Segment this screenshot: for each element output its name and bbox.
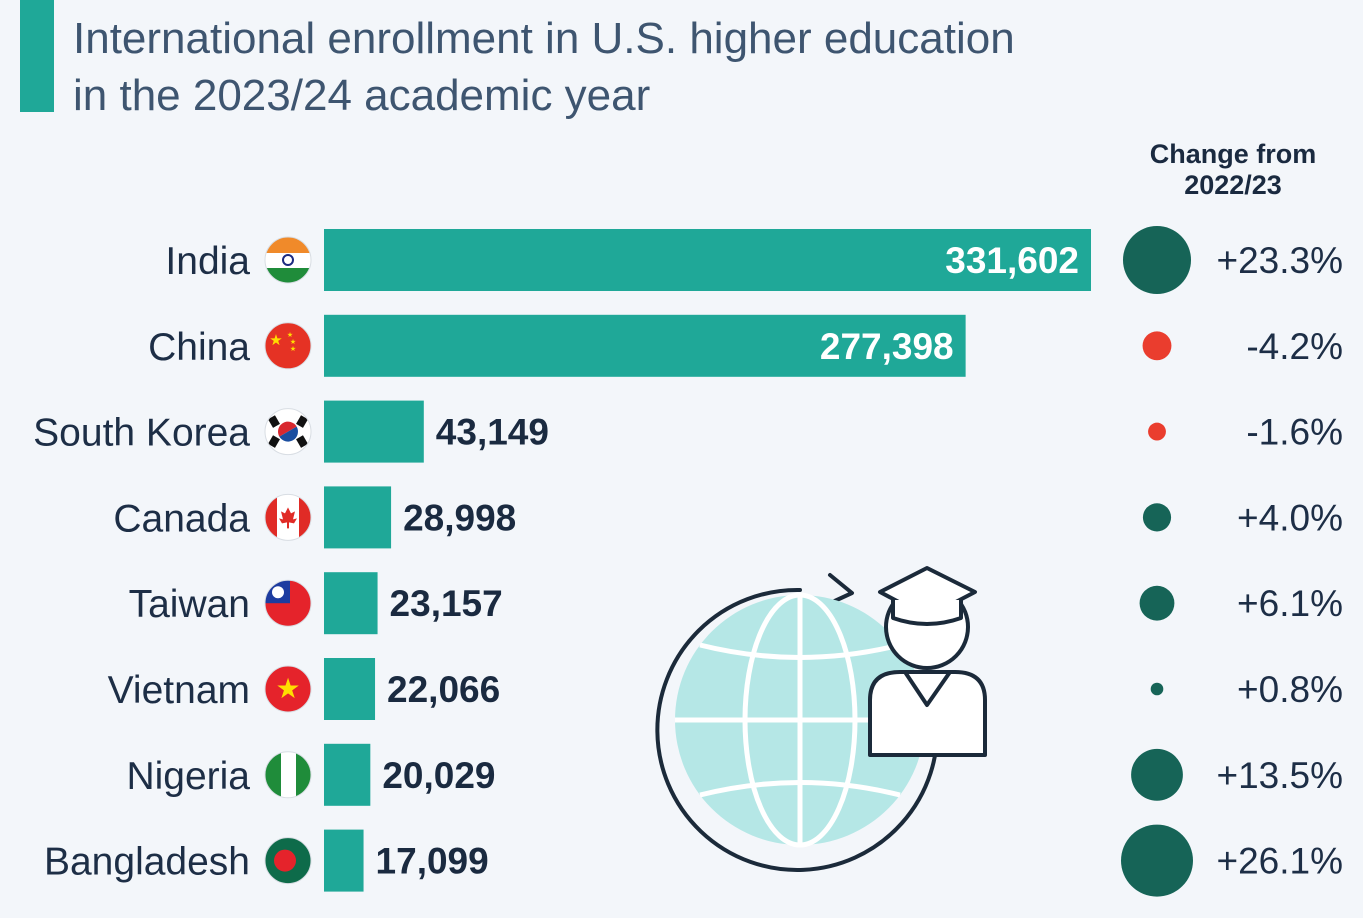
flag-bangladesh-icon <box>264 837 312 885</box>
value-label-china: 277,398 <box>820 326 954 367</box>
flag-india-icon <box>264 236 312 284</box>
change-bubble-canada <box>1142 503 1172 532</box>
row-china: China ★ ★★★ 277,398 -4.2% <box>148 314 1343 377</box>
value-label-canada: 28,998 <box>403 497 516 538</box>
title-accent-bar <box>20 0 54 112</box>
svg-text:★: ★ <box>290 338 296 346</box>
change-header-line-1: Change from <box>1149 139 1317 169</box>
bar-south-korea <box>324 400 424 463</box>
row-canada: Canada 28,998 +4.0% <box>113 486 1343 549</box>
bar-india <box>324 229 1091 291</box>
value-label-nigeria: 20,029 <box>382 755 495 796</box>
value-label-south-korea: 43,149 <box>436 412 549 453</box>
bar-bangladesh <box>324 829 364 892</box>
country-label-china: China <box>148 326 250 369</box>
change-bubble-vietnam <box>1150 682 1164 696</box>
row-taiwan: Taiwan 23,157 +6.1% <box>129 572 1343 635</box>
change-bubble-taiwan <box>1139 585 1175 621</box>
change-header-line-2: 2022/23 <box>1184 170 1282 200</box>
svg-text:★: ★ <box>287 331 293 339</box>
row-vietnam: Vietnam ★ 22,066 +0.8% <box>108 658 1343 720</box>
row-india: India 331,602 +23.3% <box>165 225 1343 295</box>
flag-nigeria-icon <box>264 751 312 799</box>
country-label-nigeria: Nigeria <box>126 755 250 798</box>
country-label-india: India <box>165 240 250 283</box>
change-bubble-china <box>1142 331 1172 361</box>
bar-nigeria <box>324 743 371 806</box>
change-label-taiwan: +6.1% <box>1237 583 1343 624</box>
change-label-vietnam: +0.8% <box>1237 669 1343 710</box>
svg-text:★: ★ <box>275 673 300 704</box>
country-label-vietnam: Vietnam <box>108 669 250 712</box>
value-label-bangladesh: 17,099 <box>376 841 489 882</box>
flag-taiwan-icon <box>264 579 312 627</box>
change-label-china: -4.2% <box>1246 326 1343 367</box>
change-bubble-bangladesh <box>1121 824 1193 897</box>
change-label-canada: +4.0% <box>1237 497 1343 538</box>
svg-text:★: ★ <box>290 345 296 353</box>
bar-china <box>324 314 966 377</box>
flag-china-icon: ★ ★★★ <box>264 322 312 370</box>
chart-title-line-1: International enrollment in U.S. higher … <box>73 14 1015 63</box>
country-label-south-korea: South Korea <box>33 412 250 455</box>
change-label-nigeria: +13.5% <box>1216 755 1343 796</box>
change-bubble-india <box>1122 225 1192 295</box>
change-label-bangladesh: +26.1% <box>1216 841 1343 882</box>
bar-vietnam <box>324 658 376 720</box>
country-label-taiwan: Taiwan <box>129 583 250 626</box>
country-label-bangladesh: Bangladesh <box>44 841 250 884</box>
change-bubble-nigeria <box>1131 748 1183 801</box>
bar-canada <box>324 486 392 549</box>
chart-rows: India 331,602 +23.3%China ★ ★★★ 277,398 -4.2%S… <box>33 225 1343 897</box>
row-south-korea: South Korea 43,149 -1.6% <box>33 400 1343 463</box>
flag-south-korea-icon <box>264 408 312 456</box>
change-label-india: +23.3% <box>1216 240 1343 281</box>
globe-graduate-icon <box>655 566 987 872</box>
chart-title: International enrollment in U.S. higher … <box>73 10 1015 124</box>
value-label-india: 331,602 <box>945 240 1079 281</box>
value-label-taiwan: 23,157 <box>390 583 503 624</box>
bar-taiwan <box>324 572 378 635</box>
chart-title-line-2: in the 2023/24 academic year <box>73 71 651 120</box>
value-label-vietnam: 22,066 <box>387 669 500 710</box>
flag-vietnam-icon: ★ <box>264 665 312 713</box>
change-column-header: Change from 2022/23 <box>1122 139 1344 201</box>
flag-canada-icon <box>264 493 312 541</box>
row-bangladesh: Bangladesh 17,099 +26.1% <box>44 824 1343 897</box>
svg-text:★: ★ <box>269 332 282 349</box>
country-label-canada: Canada <box>113 497 250 540</box>
change-bubble-south-korea <box>1148 422 1166 441</box>
change-label-south-korea: -1.6% <box>1246 412 1343 453</box>
row-nigeria: Nigeria 20,029 +13.5% <box>126 743 1343 806</box>
